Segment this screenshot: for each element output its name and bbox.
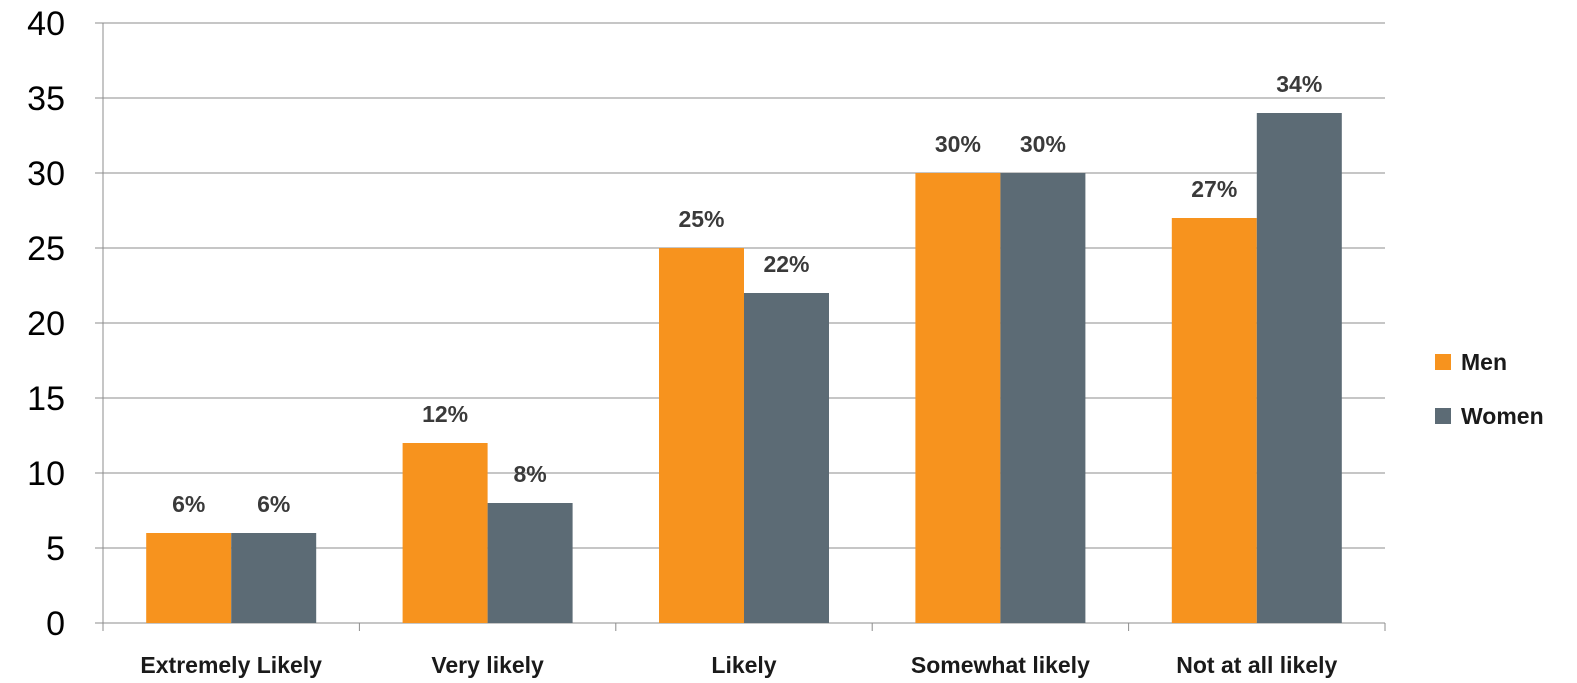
x-tick-label: Not at all likely [1176,652,1337,678]
bar-women [1256,113,1342,623]
x-tick-label: Very likely [431,652,544,678]
y-tick-label: 15 [27,380,65,418]
bar-men [146,533,232,623]
y-tick-label: 20 [27,305,65,343]
data-label: 30% [935,131,981,157]
legend: Men Women [1435,349,1544,429]
legend-swatch-women [1435,408,1451,424]
bar-men [402,443,488,623]
y-tick-label: 25 [27,230,65,268]
data-label: 30% [1020,131,1066,157]
y-tick-label: 0 [46,605,65,643]
y-axis: 0 5 10 15 20 25 30 35 40 [27,5,104,643]
y-tick-label: 10 [27,455,65,493]
data-label: 6% [257,491,290,517]
y-tick-label: 5 [46,530,65,568]
bar-women [487,503,573,623]
bar-women [1000,173,1086,623]
y-tick-label: 35 [27,80,65,118]
data-labels: 6% 6% 12% 8% 25% 22% 30% 30% 27% 34% [172,71,1322,517]
bar-men [1171,218,1257,623]
bar-men [659,248,744,623]
data-label: 34% [1276,71,1322,97]
data-label: 22% [763,251,809,277]
data-label: 12% [422,401,468,427]
bar-women [231,533,317,623]
legend-swatch-men [1435,354,1451,370]
y-tick-label: 30 [27,155,65,193]
x-tick-label: Somewhat likely [911,652,1090,678]
legend-label: Men [1461,349,1507,375]
data-label: 8% [513,461,546,487]
bars [146,113,1342,623]
legend-label: Women [1461,403,1544,429]
data-label: 6% [172,491,205,517]
bar-women [744,293,829,623]
x-tick-label: Extremely Likely [140,652,322,678]
x-axis: Extremely Likely Very likely Likely Somewha… [102,622,1386,678]
bar-men [915,173,1001,623]
data-label: 27% [1191,176,1237,202]
y-tick-label: 40 [27,5,65,43]
data-label: 25% [678,206,724,232]
x-tick-label: Likely [711,652,776,678]
